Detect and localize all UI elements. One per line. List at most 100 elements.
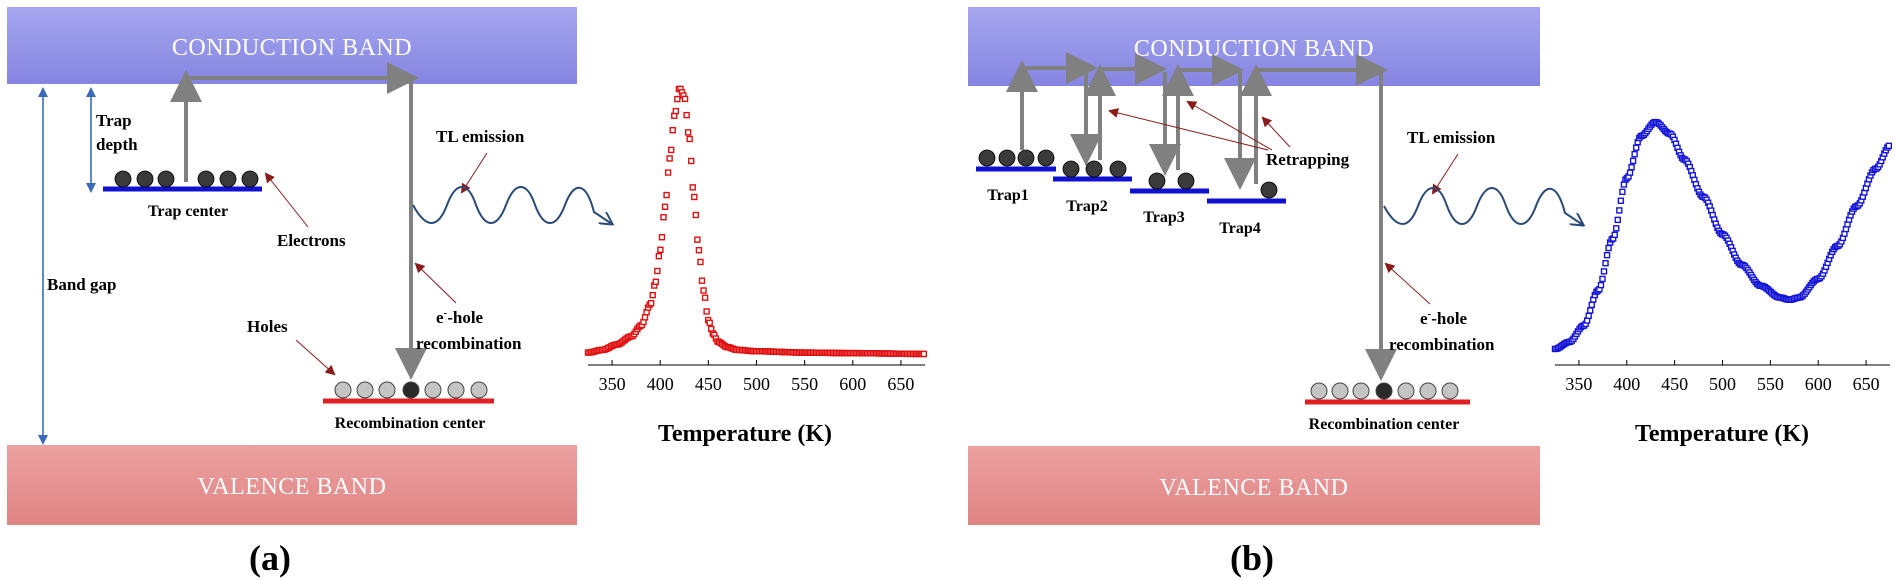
electron bbox=[998, 149, 1016, 167]
electron bbox=[136, 170, 154, 188]
conduction-band-label-a: CONDUCTION BAND bbox=[172, 35, 412, 61]
panel-b: CONDUCTION BAND VALENCE BAND Trap1 Trap2… bbox=[968, 7, 1893, 578]
data-point bbox=[649, 291, 656, 299]
recombination-label-2-b: recombination bbox=[1389, 335, 1495, 354]
holes-label: Holes bbox=[247, 317, 288, 336]
data-point bbox=[641, 314, 649, 321]
hole bbox=[1331, 382, 1349, 400]
data-point bbox=[703, 308, 710, 315]
electron bbox=[1109, 160, 1127, 178]
x-tick-label: 450 bbox=[1661, 374, 1688, 394]
data-point bbox=[1613, 225, 1620, 232]
hole bbox=[1441, 382, 1459, 400]
trap1-label: Trap1 bbox=[987, 187, 1028, 204]
valence-band-label-b: VALENCE BAND bbox=[1160, 475, 1349, 501]
data-points-a bbox=[584, 85, 928, 358]
recombination-label-2-a: recombination bbox=[416, 334, 522, 353]
x-tick-label: 450 bbox=[695, 374, 722, 394]
recombination-center-label-b: Recombination center bbox=[1309, 416, 1460, 433]
trap3-label: Trap3 bbox=[1143, 209, 1184, 226]
trap2-label: Trap2 bbox=[1066, 198, 1107, 215]
recombination-label-1-b: e--hole bbox=[1420, 308, 1468, 328]
data-point bbox=[658, 234, 666, 241]
valence-band-a bbox=[7, 445, 577, 525]
data-point bbox=[1629, 157, 1637, 165]
hole bbox=[424, 381, 442, 399]
hole bbox=[447, 381, 465, 399]
excitation-path-a bbox=[184, 62, 419, 182]
data-point bbox=[1585, 312, 1592, 320]
data-point bbox=[1617, 197, 1625, 204]
panel-label-a: (a) bbox=[249, 538, 291, 578]
hole bbox=[1310, 382, 1328, 400]
data-point bbox=[1632, 144, 1640, 151]
electron bbox=[1085, 160, 1103, 178]
data-point bbox=[681, 95, 689, 103]
electron bbox=[114, 170, 132, 188]
data-point bbox=[647, 299, 655, 307]
hole bbox=[1397, 382, 1415, 400]
data-point bbox=[1626, 169, 1634, 176]
data-point bbox=[657, 246, 664, 253]
retrapping-arrows bbox=[1006, 52, 1397, 381]
electrons-pointer bbox=[264, 172, 309, 228]
x-tick-label: 500 bbox=[1709, 374, 1736, 394]
tl-emission-wave-b bbox=[1383, 187, 1583, 225]
data-point bbox=[654, 267, 661, 275]
tl-emission-label-b: TL emission bbox=[1407, 128, 1496, 147]
data-point bbox=[1600, 268, 1608, 275]
electron bbox=[1062, 160, 1080, 178]
x-tick-label: 550 bbox=[1757, 374, 1784, 394]
x-tick-label: 600 bbox=[839, 374, 866, 394]
hole bbox=[378, 381, 396, 399]
data-point bbox=[692, 211, 700, 219]
electrons-label: Electrons bbox=[277, 231, 346, 250]
data-point bbox=[695, 246, 703, 254]
hole bbox=[356, 381, 374, 399]
data-point bbox=[686, 135, 693, 143]
x-ticks-b: 350 400 450 500 550 600 650 bbox=[1565, 360, 1880, 394]
trap-center-label: Trap center bbox=[148, 203, 228, 220]
data-point bbox=[661, 203, 669, 211]
x-tick-label: 350 bbox=[599, 374, 626, 394]
electron bbox=[219, 170, 237, 188]
data-point bbox=[1614, 216, 1621, 224]
trapped-electrons bbox=[114, 170, 259, 188]
data-point bbox=[674, 95, 681, 103]
data-point bbox=[1597, 281, 1605, 289]
holes-b bbox=[1310, 382, 1459, 400]
tl-glow-curve-chart-b: 350 400 450 500 550 600 650 Temperature (K) bbox=[1551, 118, 1893, 447]
recombination-pointer-b bbox=[1384, 262, 1431, 305]
x-tick-label: 350 bbox=[1565, 374, 1592, 394]
x-ticks-a: 350 400 450 500 550 600 650 bbox=[599, 360, 914, 394]
data-point bbox=[694, 236, 701, 243]
valence-band-b bbox=[968, 446, 1540, 525]
data-point bbox=[683, 111, 690, 119]
recombination-center-label-a: Recombination center bbox=[335, 415, 486, 432]
data-point bbox=[664, 169, 672, 176]
x-axis-label-a: Temperature (K) bbox=[658, 421, 832, 447]
x-tick-label: 650 bbox=[887, 374, 914, 394]
data-point bbox=[1628, 164, 1635, 171]
data-point bbox=[1605, 244, 1612, 252]
data-point bbox=[1885, 142, 1893, 150]
data-point bbox=[1602, 259, 1609, 267]
x-tick-label: 600 bbox=[1805, 374, 1832, 394]
data-point bbox=[1588, 301, 1595, 309]
retrap-pointer-2 bbox=[1186, 101, 1273, 151]
electron bbox=[1177, 172, 1195, 190]
data-point bbox=[669, 127, 676, 134]
x-tick-label: 550 bbox=[791, 374, 818, 394]
hole bbox=[334, 381, 352, 399]
electron bbox=[197, 170, 215, 188]
retrap-pointer-1 bbox=[1108, 108, 1269, 151]
data-point bbox=[1611, 231, 1618, 239]
data-point bbox=[652, 278, 659, 286]
data-point bbox=[1616, 207, 1623, 214]
electron bbox=[157, 170, 175, 188]
data-point bbox=[691, 193, 698, 201]
recombination-label-1-a: e--hole bbox=[436, 307, 484, 327]
hole bbox=[1419, 382, 1437, 400]
data-point bbox=[1599, 275, 1606, 283]
